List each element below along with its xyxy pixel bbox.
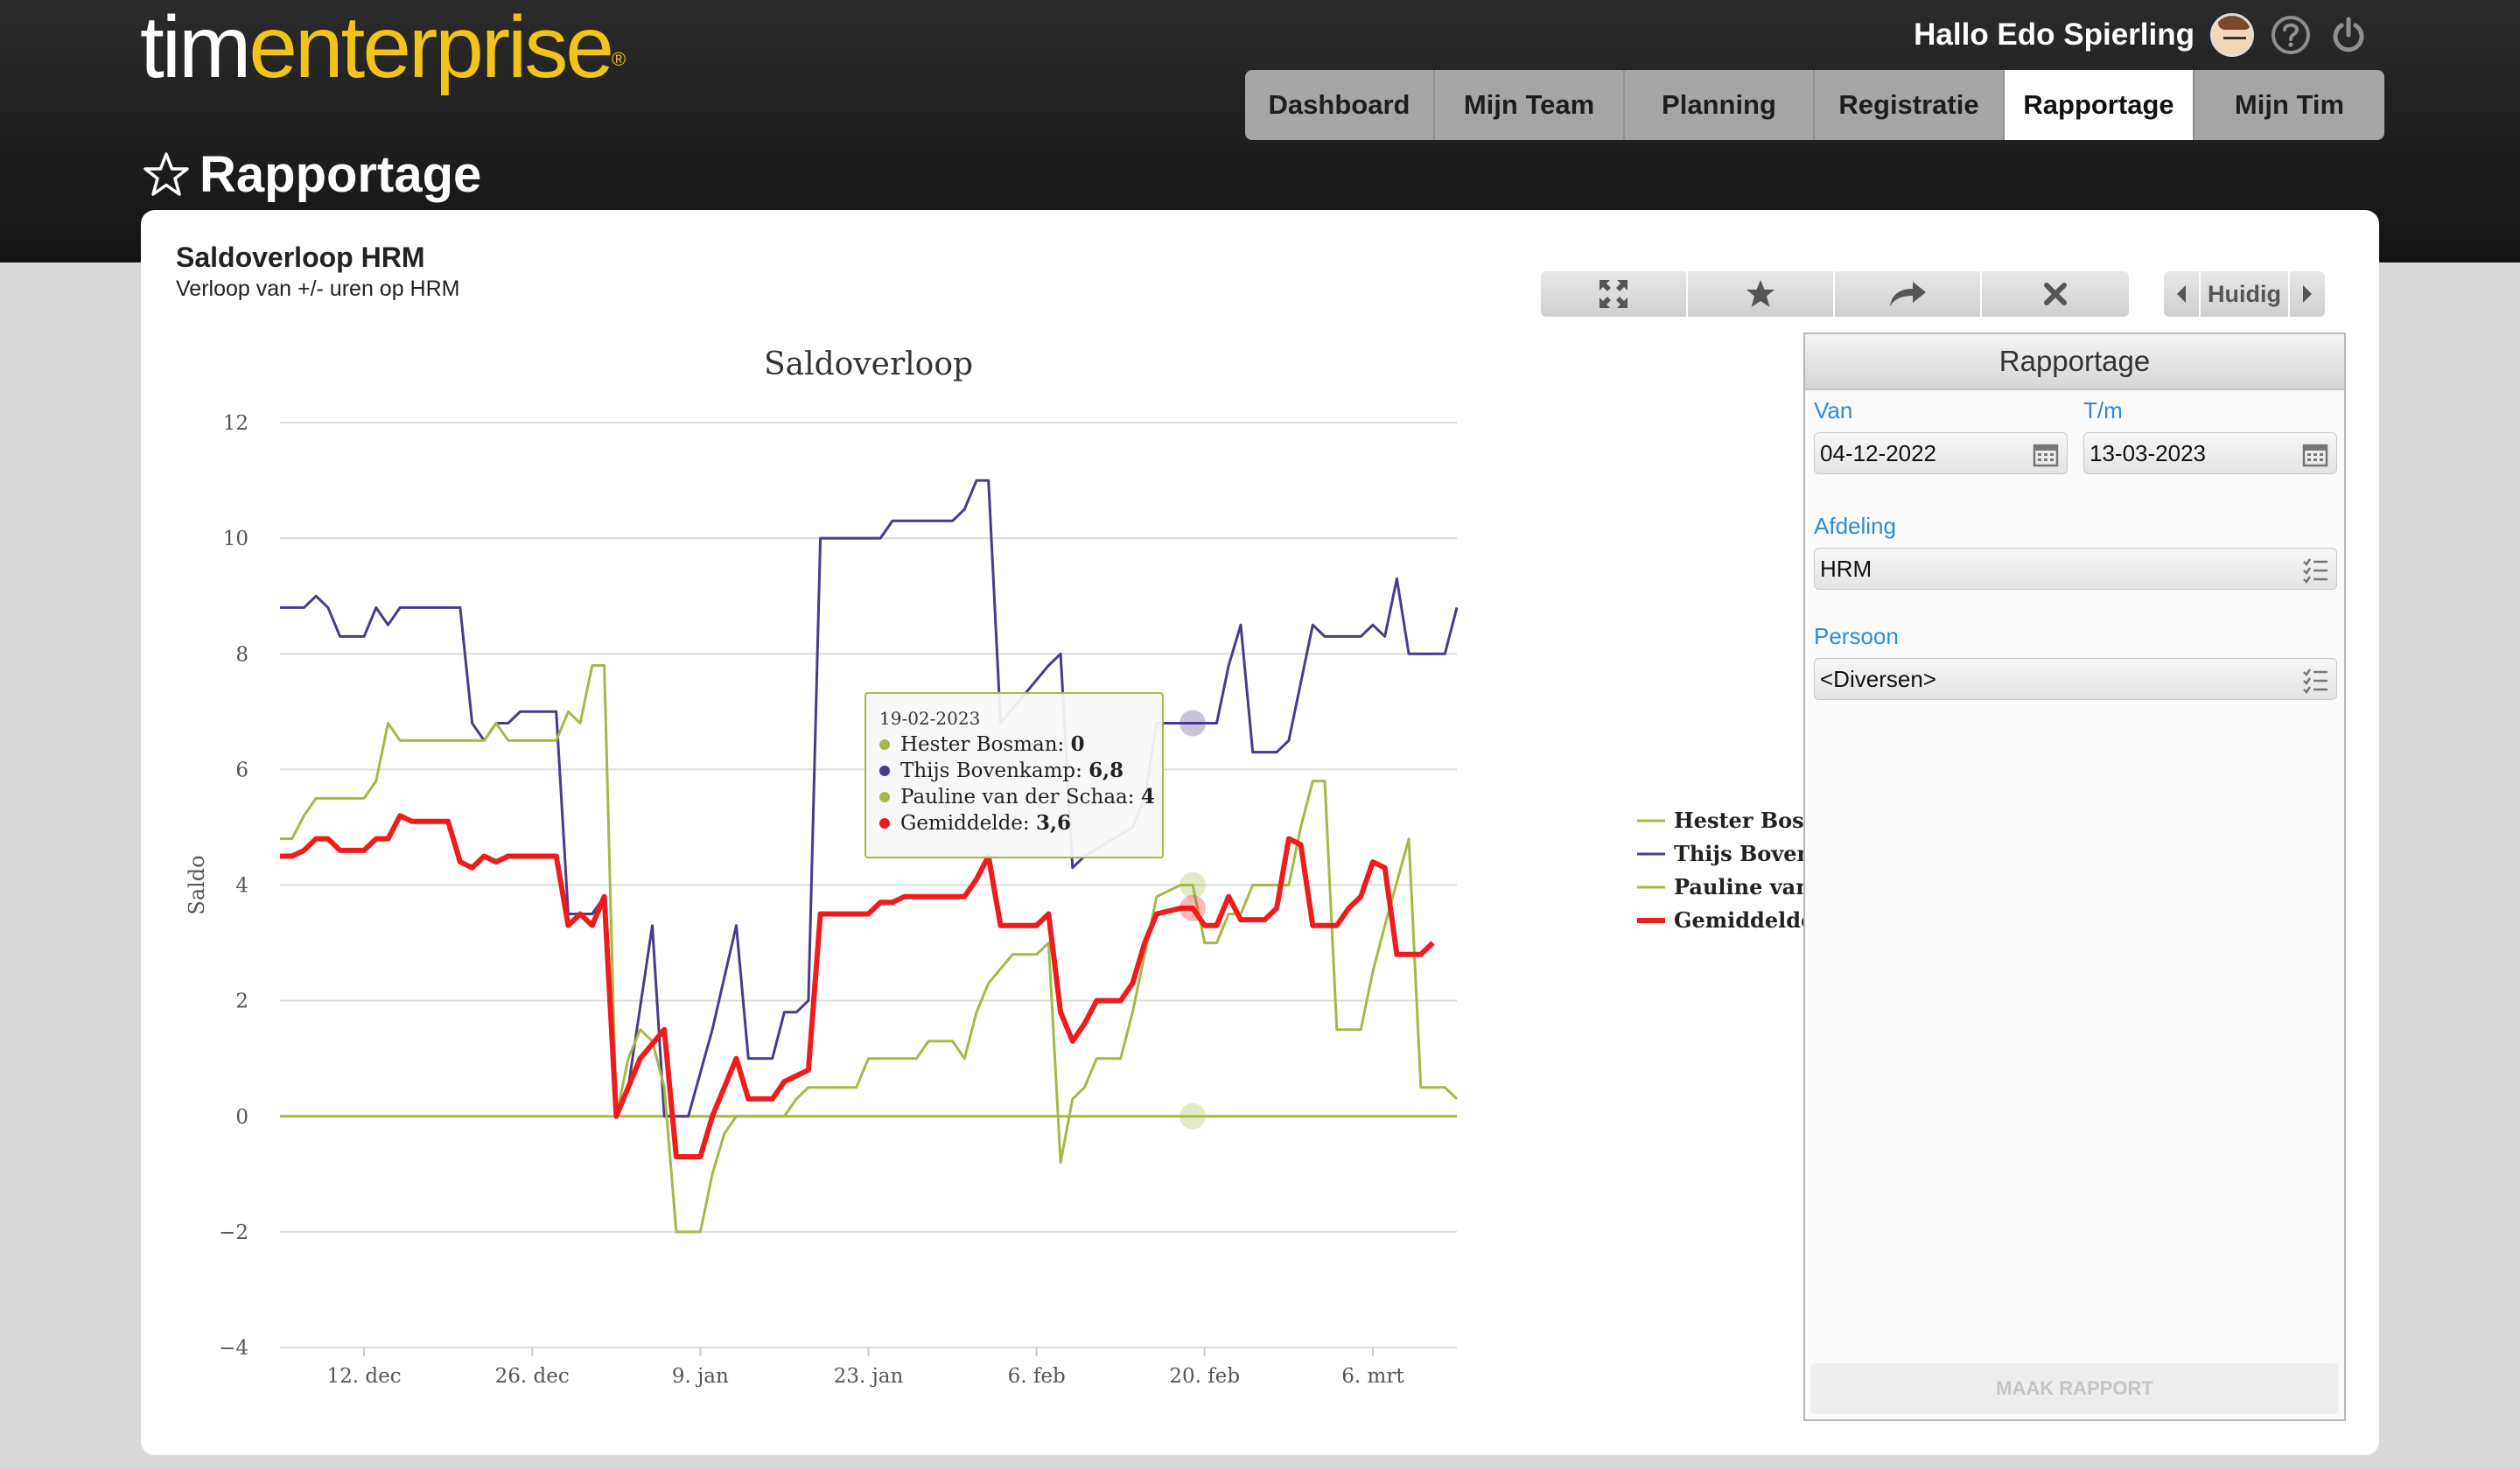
favorite-button[interactable] <box>1688 271 1835 317</box>
series-line-thijs-bovenkamp[interactable] <box>280 479 1459 1118</box>
afdeling-select[interactable]: HRM <box>1814 548 2337 590</box>
y-tick-label: 10 <box>223 528 248 550</box>
hover-marker <box>1180 710 1207 737</box>
chevron-right-icon <box>2303 285 2312 303</box>
tm-label: T/m <box>2083 397 2123 424</box>
next-period-button[interactable] <box>2290 271 2325 317</box>
expand-icon <box>1600 280 1628 308</box>
help-icon[interactable] <box>2270 14 2312 56</box>
report-title: Saldoverloop HRM <box>176 242 425 273</box>
y-tick-label: 0 <box>235 1106 248 1129</box>
tooltip-dot <box>879 818 890 829</box>
tooltip-row: Thijs Bovenkamp: 6,8 <box>900 759 1124 782</box>
chevron-left-icon <box>2177 285 2186 303</box>
tab-dashboard[interactable]: Dashboard <box>1245 70 1435 140</box>
hover-marker <box>1180 894 1207 921</box>
previous-period-button[interactable] <box>2164 271 2199 317</box>
panel-title: Rapportage <box>1805 334 2344 390</box>
favorite-star-icon[interactable] <box>142 150 191 200</box>
chart-area: Saldoverloop Saldo −4 −2 0 2 4 6 8 10 12 12. dec 26.… <box>176 332 1936 1444</box>
van-date-value: 04-12-2022 <box>1820 439 1936 466</box>
avatar[interactable] <box>2210 13 2254 57</box>
van-label: Van <box>1814 397 1853 424</box>
calendar-icon[interactable] <box>2301 440 2329 468</box>
tooltip-dot <box>879 792 890 802</box>
tooltip-date: 19-02-2023 <box>879 708 980 729</box>
power-icon[interactable] <box>2328 14 2370 56</box>
series-line-gemiddelde[interactable] <box>280 813 1435 1159</box>
main-nav: Dashboard Mijn Team Planning Registratie… <box>1245 70 2384 140</box>
brand-logo[interactable]: timenterprise® <box>140 4 626 91</box>
y-tick-label: 6 <box>235 759 248 781</box>
persoon-select[interactable]: <Diversen> <box>1814 658 2337 700</box>
tab-mijn-team[interactable]: Mijn Team <box>1435 70 1625 140</box>
tooltip-dot <box>879 739 890 750</box>
y-tick-label: −2 <box>219 1222 248 1244</box>
y-tick-label: 4 <box>235 875 248 898</box>
current-period-button[interactable]: Huidig <box>2199 271 2290 317</box>
x-tick-label: 23. jan <box>834 1365 904 1388</box>
report-toolbar <box>1541 271 2129 317</box>
afdeling-label: Afdeling <box>1814 513 1896 539</box>
logo-text-enterprise: enterprise <box>248 0 614 96</box>
tab-registratie[interactable]: Registratie <box>1815 70 2005 140</box>
calendar-icon[interactable] <box>2032 440 2060 468</box>
hover-marker <box>1180 1102 1207 1130</box>
y-tick-label: 8 <box>235 643 248 666</box>
star-icon <box>1746 280 1774 307</box>
persoon-label: Persoon <box>1814 623 1899 649</box>
x-tick-label: 12. dec <box>327 1365 402 1388</box>
report-subtitle: Verloop van +/- uren op HRM <box>176 276 460 301</box>
close-icon <box>2044 283 2067 305</box>
legend-item: Gemiddelde <box>1674 907 1814 933</box>
logo-text-tim: tim <box>140 0 251 96</box>
tab-rapportage[interactable]: Rapportage <box>2005 70 2194 140</box>
tab-planning[interactable]: Planning <box>1625 70 1815 140</box>
rapportage-panel: Rapportage Van T/m 04-12-2022 13-03-2023… <box>1803 332 2346 1421</box>
checklist-icon[interactable] <box>2301 556 2329 584</box>
series-line-pauline-van-der-schaa[interactable] <box>280 664 1459 1234</box>
tooltip-row: Pauline van der Schaa: 4 <box>900 785 1155 808</box>
share-arrow-icon <box>1890 282 1926 306</box>
logo-registered-mark: ® <box>612 48 626 70</box>
user-box: Hallo Edo Spierling <box>1914 9 2370 61</box>
hover-marker <box>1180 872 1207 899</box>
tab-mijn-tim[interactable]: Mijn Tim <box>2194 70 2384 140</box>
y-axis-label: Saldo <box>185 855 209 914</box>
close-report-button[interactable] <box>1982 271 2129 317</box>
y-tick-label: 2 <box>235 990 248 1013</box>
van-date-field[interactable]: 04-12-2022 <box>1814 432 2068 474</box>
share-button[interactable] <box>1835 271 1982 317</box>
maak-rapport-button[interactable]: MAAK RAPPORT <box>1810 1363 2339 1414</box>
page-title-box: Rapportage <box>142 145 481 204</box>
checklist-icon[interactable] <box>2301 666 2329 694</box>
tooltip-dot <box>879 766 890 776</box>
y-tick-label: 12 <box>223 412 248 435</box>
y-tick-label: −4 <box>219 1337 248 1360</box>
x-tick-label: 26. dec <box>495 1365 570 1388</box>
x-tick-label: 6. mrt <box>1341 1365 1404 1388</box>
x-tick-label: 9. jan <box>672 1365 729 1388</box>
period-nav: Huidig <box>2164 271 2325 317</box>
fullscreen-button[interactable] <box>1541 271 1688 317</box>
persoon-value: <Diversen> <box>1820 665 1936 692</box>
x-tick-label: 20. feb <box>1169 1365 1240 1388</box>
chart-title: Saldoverloop <box>764 346 973 382</box>
tooltip-row: Hester Bosman: 0 <box>900 732 1085 756</box>
saldoverloop-chart: Saldoverloop Saldo −4 −2 0 2 4 6 8 10 12 12. dec 26.… <box>185 346 1936 1388</box>
greeting: Hallo Edo Spierling <box>1914 18 2194 52</box>
tooltip-row: Gemiddelde: 3,6 <box>900 811 1071 835</box>
report-card: Saldoverloop HRM Verloop van +/- uren op… <box>141 210 2379 1455</box>
page-title: Rapportage <box>200 146 482 203</box>
tm-date-field[interactable]: 13-03-2023 <box>2083 432 2337 474</box>
tm-date-value: 13-03-2023 <box>2090 439 2206 466</box>
afdeling-value: HRM <box>1820 555 1872 582</box>
tooltip-box <box>864 692 1164 858</box>
x-tick-label: 6. feb <box>1008 1365 1066 1388</box>
